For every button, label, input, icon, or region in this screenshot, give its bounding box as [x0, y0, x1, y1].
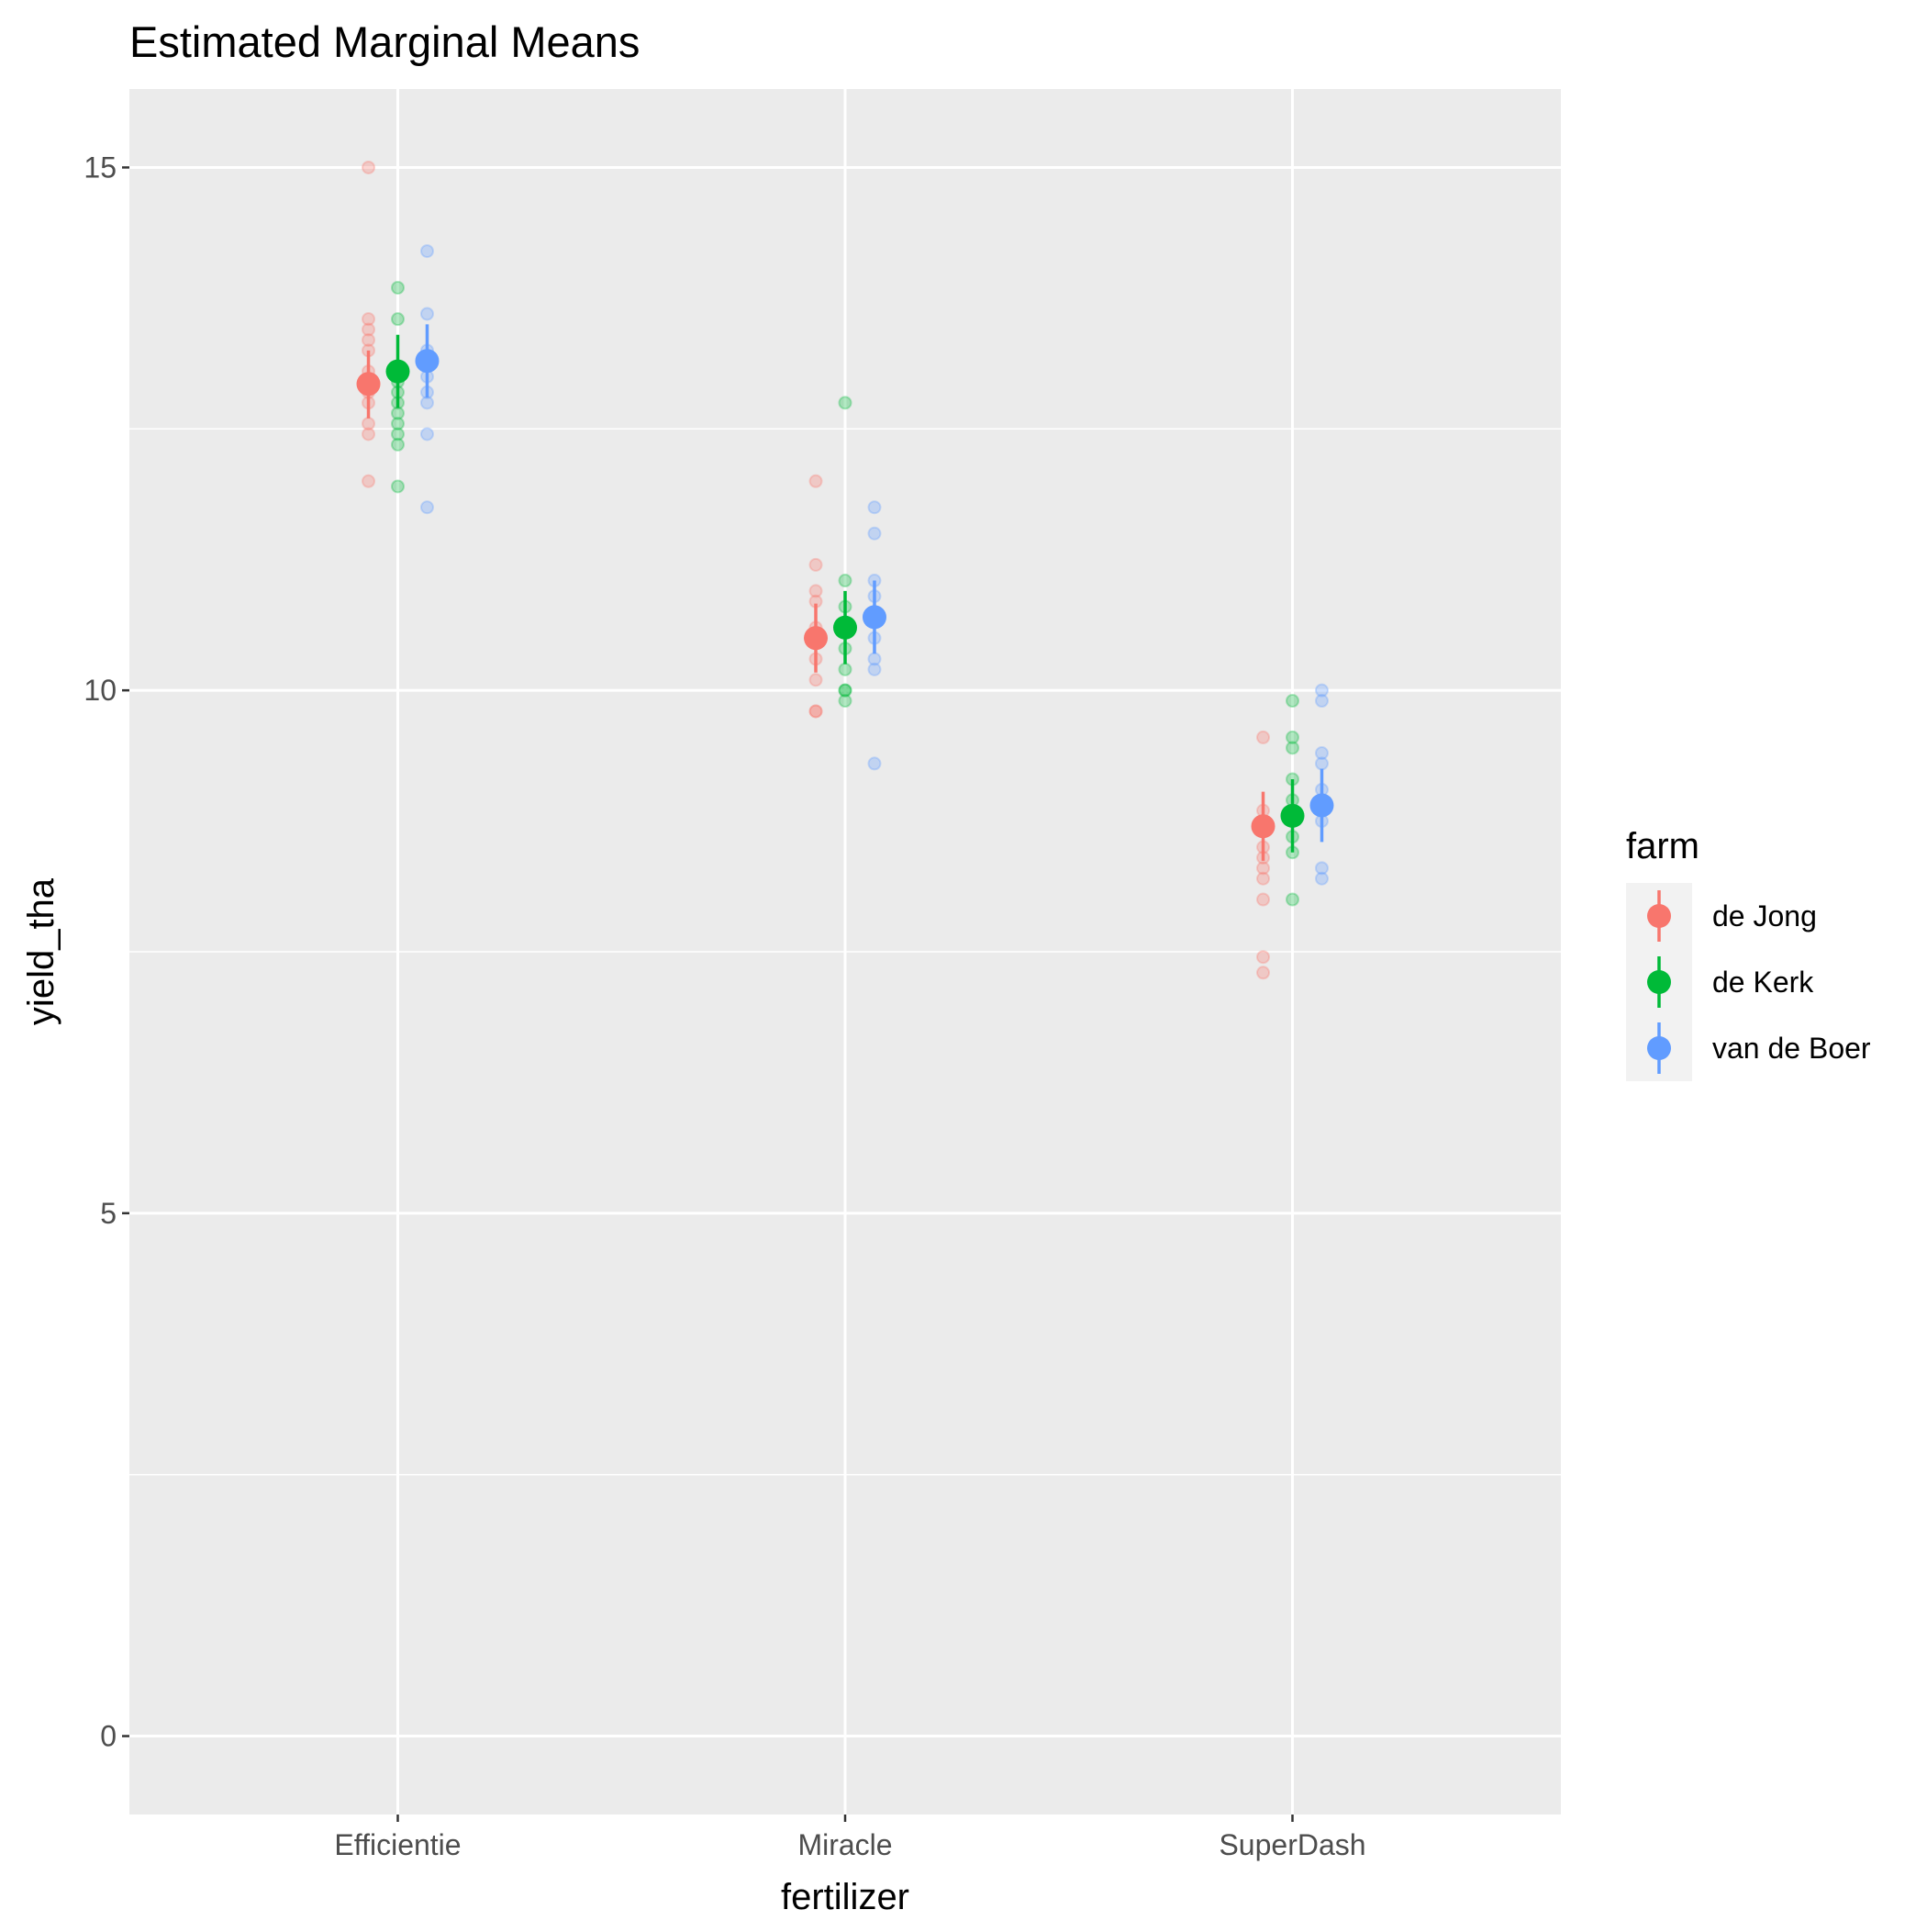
- observation-point: [808, 704, 823, 719]
- y-tick-label: 15: [84, 151, 117, 184]
- legend-label: de Jong: [1712, 899, 1817, 932]
- observation-point: [391, 437, 405, 452]
- observation-point: [838, 683, 852, 698]
- observation-point: [1314, 683, 1329, 698]
- y-tick-label: 10: [84, 674, 117, 707]
- legend-key-point: [1647, 904, 1671, 928]
- mean-point: [804, 626, 829, 651]
- mean-point: [862, 605, 886, 630]
- observation-point: [1314, 694, 1329, 709]
- observation-point: [419, 396, 434, 410]
- observation-point: [1286, 730, 1299, 744]
- legend-item: de Jong: [1647, 890, 1817, 942]
- legend-key-point: [1647, 1036, 1671, 1060]
- observation-point: [419, 427, 434, 441]
- observation-point: [867, 500, 882, 515]
- observation-point: [1256, 892, 1271, 907]
- observation-point: [838, 694, 852, 709]
- observation-point: [808, 584, 823, 598]
- observation-point: [419, 307, 434, 321]
- observation-point: [838, 662, 852, 676]
- observation-point: [362, 332, 376, 347]
- observation-point: [419, 244, 434, 259]
- mean-point: [833, 615, 857, 640]
- observation-point: [391, 417, 405, 431]
- legend-label: van de Boer: [1712, 1032, 1871, 1065]
- observation-point: [419, 500, 434, 515]
- x-tick-label: Miracle: [797, 1828, 892, 1861]
- mean-point: [356, 372, 381, 396]
- observation-point: [1314, 756, 1329, 771]
- x-axis-title: fertilizer: [781, 1877, 909, 1917]
- legend: farm de Jong de Kerk van de Boer: [1626, 826, 1871, 1081]
- observation-point: [867, 662, 882, 676]
- observation-point: [1286, 694, 1299, 709]
- y-tick-label: 0: [100, 1720, 117, 1753]
- observation-point: [1314, 871, 1329, 886]
- observation-point: [391, 479, 405, 494]
- observation-point: [1314, 746, 1329, 761]
- means-layer: [356, 324, 1334, 861]
- observation-point: [1286, 892, 1299, 907]
- observation-point: [838, 396, 852, 410]
- observation-point: [1256, 871, 1271, 886]
- observation-point: [1286, 741, 1299, 755]
- observation-point: [1256, 861, 1271, 876]
- axis-layer: 0 5 10 15 Efficientie Miracle SuperDash: [84, 151, 1365, 1861]
- mean-point: [1251, 814, 1275, 839]
- legend-label: de Kerk: [1712, 966, 1814, 999]
- mean-point: [1309, 793, 1334, 818]
- observation-point: [1256, 950, 1271, 965]
- observation-point: [1256, 730, 1271, 744]
- observation-point: [1314, 861, 1329, 876]
- legend-item: van de Boer: [1647, 1022, 1871, 1074]
- observation-point: [391, 427, 405, 441]
- y-tick-label: 5: [100, 1197, 117, 1230]
- observation-point: [808, 704, 823, 719]
- observation-point: [362, 474, 376, 488]
- x-tick-label: SuperDash: [1219, 1828, 1365, 1861]
- legend-title: farm: [1626, 826, 1699, 866]
- observation-point: [362, 322, 376, 337]
- observation-point: [867, 526, 882, 541]
- observation-point: [362, 312, 376, 327]
- y-axis-title: yield_tha: [21, 877, 61, 1025]
- observation-point: [391, 312, 405, 327]
- legend-key-point: [1647, 970, 1671, 994]
- observation-point: [867, 756, 882, 771]
- observation-point: [808, 673, 823, 687]
- x-tick-label: Efficientie: [334, 1828, 461, 1861]
- observation-point: [838, 683, 852, 698]
- chart-title: Estimated Marginal Means: [129, 17, 640, 66]
- legend-item: de Kerk: [1647, 956, 1814, 1008]
- mean-point: [385, 359, 410, 384]
- observation-point: [808, 557, 823, 572]
- mean-point: [1280, 803, 1305, 828]
- observation-point: [391, 280, 405, 295]
- observation-point: [838, 574, 852, 588]
- observation-point: [362, 160, 376, 174]
- observation-point: [808, 474, 823, 488]
- mean-point: [415, 349, 440, 374]
- observation-point: [362, 427, 376, 441]
- observation-point: [1256, 966, 1271, 980]
